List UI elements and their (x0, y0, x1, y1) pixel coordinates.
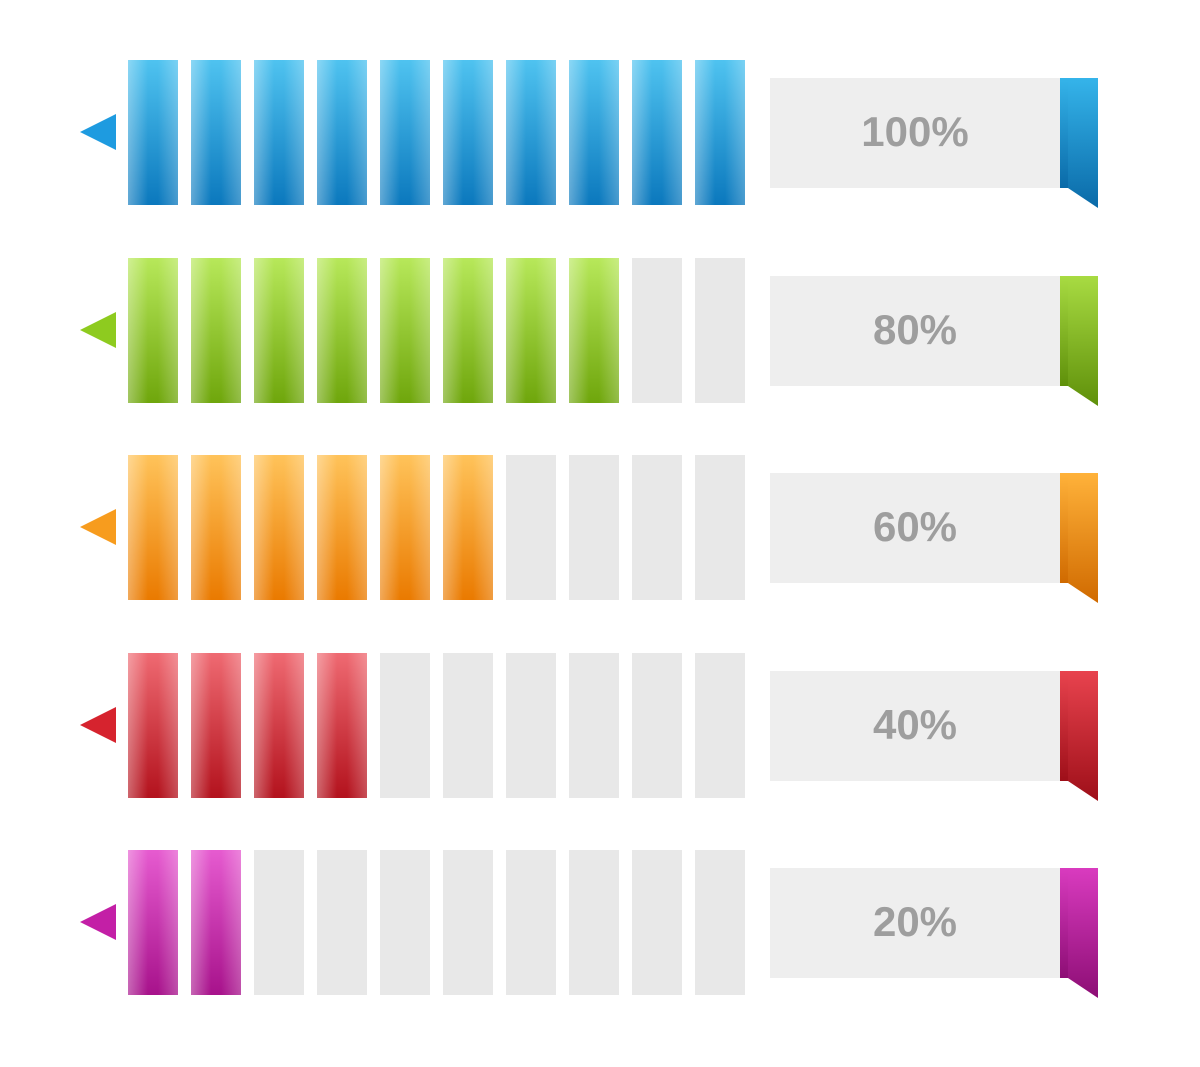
arrow-left-icon (80, 904, 116, 940)
progress-bars-infographic: 100% 80% 60% 40% 20% (0, 0, 1200, 1067)
segment-empty (569, 455, 619, 600)
segment-filled (317, 60, 367, 205)
segment-empty (380, 653, 430, 798)
segment-empty (506, 850, 556, 995)
arrow-left-icon (80, 312, 116, 348)
segment-filled (380, 258, 430, 403)
segment-filled (254, 60, 304, 205)
segment-filled (128, 653, 178, 798)
segment-filled (380, 455, 430, 600)
segment-empty (632, 258, 682, 403)
segment-filled (128, 455, 178, 600)
segment-filled (317, 455, 367, 600)
segment-filled (254, 455, 304, 600)
ribbon-fold-back (1068, 671, 1098, 801)
segment-empty (506, 653, 556, 798)
percentage-label: 60% (770, 503, 1060, 551)
segment-filled (317, 653, 367, 798)
segment-filled (506, 258, 556, 403)
percentage-label: 40% (770, 701, 1060, 749)
segment-filled (128, 850, 178, 995)
segment-filled (443, 455, 493, 600)
arrow-left-icon (80, 509, 116, 545)
ribbon-fold-front (1060, 671, 1068, 781)
ribbon-fold-back (1068, 868, 1098, 998)
ribbon-fold-front (1060, 473, 1068, 583)
segment-filled (128, 258, 178, 403)
segment-empty (443, 653, 493, 798)
ribbon-fold-back (1068, 276, 1098, 406)
percentage-label: 100% (770, 108, 1060, 156)
segment-filled (191, 653, 241, 798)
segment-empty (632, 653, 682, 798)
segment-empty (317, 850, 367, 995)
segment-filled (191, 455, 241, 600)
segment-filled (695, 60, 745, 205)
segment-empty (632, 455, 682, 600)
arrow-left-icon (80, 114, 116, 150)
segment-empty (506, 455, 556, 600)
segment-filled (443, 60, 493, 205)
segment-empty (569, 653, 619, 798)
segment-filled (632, 60, 682, 205)
segment-filled (191, 258, 241, 403)
arrow-left-icon (80, 707, 116, 743)
segment-filled (569, 258, 619, 403)
segment-empty (695, 850, 745, 995)
segment-empty (695, 258, 745, 403)
segment-empty (695, 455, 745, 600)
segment-empty (443, 850, 493, 995)
segment-filled (506, 60, 556, 205)
ribbon-fold-front (1060, 78, 1068, 188)
percentage-label: 80% (770, 306, 1060, 354)
segment-filled (380, 60, 430, 205)
percentage-label: 20% (770, 898, 1060, 946)
progress-bar-bar-blue: 100% (0, 60, 1200, 205)
segment-filled (128, 60, 178, 205)
segment-filled (569, 60, 619, 205)
segment-filled (254, 258, 304, 403)
segment-empty (632, 850, 682, 995)
segment-empty (695, 653, 745, 798)
segment-empty (569, 850, 619, 995)
segment-filled (191, 60, 241, 205)
segment-filled (254, 653, 304, 798)
segment-empty (380, 850, 430, 995)
segment-empty (254, 850, 304, 995)
segment-filled (317, 258, 367, 403)
segment-filled (443, 258, 493, 403)
ribbon-fold-front (1060, 276, 1068, 386)
ribbon-fold-front (1060, 868, 1068, 978)
ribbon-fold-back (1068, 473, 1098, 603)
progress-bar-bar-green: 80% (0, 258, 1200, 403)
progress-bar-bar-red: 40% (0, 653, 1200, 798)
progress-bar-bar-orange: 60% (0, 455, 1200, 600)
progress-bar-bar-magenta: 20% (0, 850, 1200, 995)
segment-filled (191, 850, 241, 995)
ribbon-fold-back (1068, 78, 1098, 208)
